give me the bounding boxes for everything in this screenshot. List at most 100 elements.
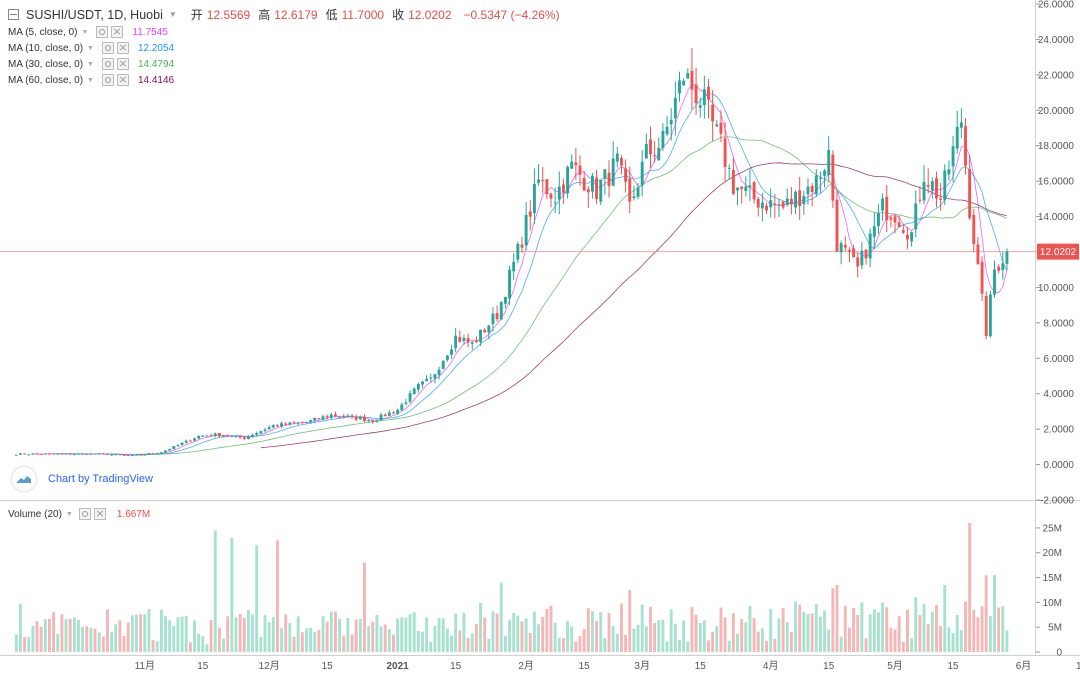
- settings-icon[interactable]: [101, 42, 114, 54]
- tradingview-watermark[interactable]: Chart by TradingView: [12, 465, 162, 493]
- change-value: −0.5347 (−4.26%): [463, 7, 560, 22]
- candle-up: [251, 435, 255, 437]
- chevron-down-icon[interactable]: ▼: [87, 60, 94, 68]
- candle-up: [615, 153, 619, 162]
- symbol-title[interactable]: SUSHI/USDT, 1D, Huobi: [26, 7, 163, 22]
- volume-bar: [168, 620, 172, 652]
- candle-down: [217, 433, 221, 437]
- volume-bar: [1001, 606, 1005, 652]
- candle-up: [321, 416, 325, 420]
- volume-bar: [657, 620, 661, 652]
- candle-up: [876, 213, 880, 227]
- candle-up: [234, 435, 238, 437]
- settings-icon[interactable]: [101, 58, 114, 70]
- candle-down: [139, 454, 143, 456]
- volume-bar: [267, 622, 271, 652]
- chevron-down-icon[interactable]: ▼: [168, 10, 177, 19]
- candle-down: [810, 185, 814, 192]
- candle-up: [77, 453, 80, 455]
- candle-up: [280, 423, 284, 427]
- volume-bar: [545, 608, 549, 652]
- candle-up: [176, 444, 180, 447]
- close-icon[interactable]: [116, 58, 129, 70]
- volume-bar: [872, 609, 876, 652]
- volume-bar: [334, 611, 337, 652]
- low-label: 低: [325, 8, 338, 22]
- chevron-down-icon[interactable]: ▼: [81, 28, 89, 36]
- candle-up: [168, 448, 172, 451]
- volume-bar: [43, 619, 47, 652]
- volume-bar: [586, 608, 590, 652]
- candle-up: [288, 422, 292, 425]
- volume-bar: [649, 606, 652, 652]
- candle-down: [781, 201, 785, 208]
- candle-down: [885, 196, 889, 221]
- chevron-down-icon[interactable]: ▼: [65, 510, 73, 518]
- candle-down: [549, 193, 553, 199]
- chevron-down-icon[interactable]: ▼: [87, 44, 94, 52]
- volume-bar: [806, 613, 810, 652]
- ma-legend-row[interactable]: MA (30, close, 0) ▼ 14.4794: [8, 58, 174, 70]
- volume-legend[interactable]: Volume (20) ▼ 1.667M: [8, 508, 150, 520]
- candle-up: [682, 80, 686, 86]
- ma-value: 12.2054: [137, 42, 175, 54]
- volume-bar: [827, 629, 831, 652]
- volume-bar: [172, 626, 176, 652]
- candle-up: [387, 412, 391, 416]
- candle-down: [864, 249, 868, 259]
- candle-up: [508, 269, 511, 299]
- candle-up: [715, 124, 719, 127]
- volume-bar: [97, 632, 101, 652]
- time-tick-label: 15: [450, 661, 462, 672]
- candle-up: [114, 454, 118, 456]
- time-tick-label: 15: [322, 661, 334, 672]
- volume-bar: [930, 611, 934, 652]
- volume-bar: [68, 619, 72, 652]
- volume-bar: [823, 610, 827, 652]
- candle-up: [827, 150, 831, 175]
- volume-bar: [47, 619, 51, 652]
- volume-bar: [690, 607, 694, 652]
- volume-bar: [744, 622, 748, 652]
- volume-bar: [789, 631, 793, 652]
- candle-up: [421, 381, 424, 385]
- close-icon[interactable]: [116, 74, 129, 86]
- open-label: 开: [190, 8, 203, 22]
- volume-bar: [354, 619, 358, 652]
- volume-bar: [479, 602, 482, 652]
- ma-legend-row[interactable]: MA (10, close, 0) ▼ 12.2054: [8, 42, 174, 54]
- ma-legend-row[interactable]: MA (60, close, 0) ▼ 14.4146: [8, 74, 174, 86]
- volume-bar: [483, 617, 487, 652]
- candle-up: [143, 454, 147, 456]
- ma-legend-row[interactable]: MA (5, close, 0) ▼ 11.7545: [8, 26, 168, 38]
- chevron-down-icon[interactable]: ▼: [87, 76, 94, 84]
- candle-up: [570, 161, 574, 169]
- volume-bar: [346, 618, 350, 652]
- candle-up: [259, 431, 263, 434]
- candle-down: [980, 261, 984, 294]
- volume-bar: [338, 618, 342, 652]
- volume-bar: [590, 611, 594, 652]
- volume-bar: [77, 619, 80, 652]
- settings-icon[interactable]: [101, 74, 114, 86]
- close-value: 12.0202: [408, 7, 452, 22]
- close-icon[interactable]: [111, 26, 124, 38]
- candle-up: [97, 453, 101, 455]
- close-icon[interactable]: [93, 508, 106, 520]
- settings-icon[interactable]: [96, 26, 109, 38]
- candle-down: [798, 190, 802, 206]
- settings-icon[interactable]: [78, 508, 91, 520]
- close-icon[interactable]: [116, 42, 129, 54]
- candle-down: [624, 168, 628, 182]
- moving-average-line: [136, 136, 1008, 455]
- time-tick-label: 3月: [634, 660, 650, 672]
- volume-bar: [777, 618, 781, 652]
- volume-bar: [72, 617, 76, 652]
- volume-bar: [922, 604, 926, 652]
- volume-bar: [433, 625, 437, 652]
- collapse-icon[interactable]: [8, 9, 19, 20]
- volume-bar: [400, 617, 404, 652]
- volume-bar: [997, 607, 1001, 652]
- price-tick-label: 20.0000: [1038, 106, 1075, 117]
